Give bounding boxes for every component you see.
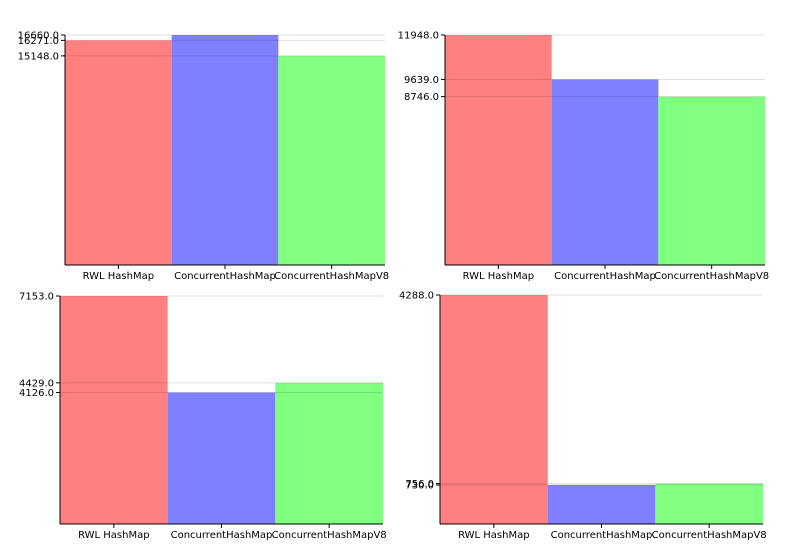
y-tick-label-1: 11948.0 (398, 31, 439, 42)
y-tick-label-3: 4126.0 (19, 388, 54, 399)
bar-3 (658, 96, 765, 266)
bar-3 (278, 55, 385, 266)
y-tick-label-2: 9639.0 (404, 75, 439, 86)
x-tick-label-2: ConcurrentHashMap (551, 530, 653, 541)
bar-2 (167, 392, 276, 524)
x-tick-label-1: RWL HashMap (78, 530, 149, 541)
x-tick-label-3: ConcurrentHashMapV8 (274, 271, 389, 282)
y-tick-label-1: 16660.0 (18, 31, 59, 42)
y-tick-label-2: 4429.0 (19, 378, 54, 389)
bar-2 (171, 35, 279, 265)
y-tick-label-3: 8746.0 (404, 92, 439, 103)
y-tick-label-3: 15148.0 (18, 51, 59, 62)
chart-2: 11948.0 9639.0 8746.0 RWL HashMap Concurrent… (398, 31, 770, 283)
x-tick-label-3: ConcurrentHashMapV8 (654, 271, 769, 282)
x-tick-label-3: ConcurrentHashMapV8 (272, 530, 387, 541)
bar-1 (65, 40, 172, 266)
bar-3 (655, 483, 763, 524)
x-tick-label-2: ConcurrentHashMap (174, 271, 276, 282)
y-tick-label-3: 730.0 (405, 481, 434, 492)
y-tick-label-1: 4288.0 (399, 291, 434, 302)
x-tick-label-1: RWL HashMap (83, 271, 154, 282)
x-tick-label-1: RWL HashMap (458, 530, 529, 541)
bar-3 (275, 382, 383, 524)
bar-2 (547, 485, 656, 524)
bar-2 (551, 79, 659, 265)
bar-1 (445, 35, 552, 265)
x-tick-label-1: RWL HashMap (463, 271, 534, 282)
x-tick-label-3: ConcurrentHashMapV8 (652, 530, 767, 541)
x-tick-label-2: ConcurrentHashMap (171, 530, 273, 541)
bar-1 (440, 295, 548, 524)
y-tick-label-2: 756.0 (405, 479, 434, 490)
bar-1 (60, 296, 168, 524)
y-tick-label-1: 7153.0 (19, 292, 54, 303)
y-tick-label-2: 16271.0 (18, 36, 59, 47)
x-tick-label-2: ConcurrentHashMap (554, 271, 656, 282)
